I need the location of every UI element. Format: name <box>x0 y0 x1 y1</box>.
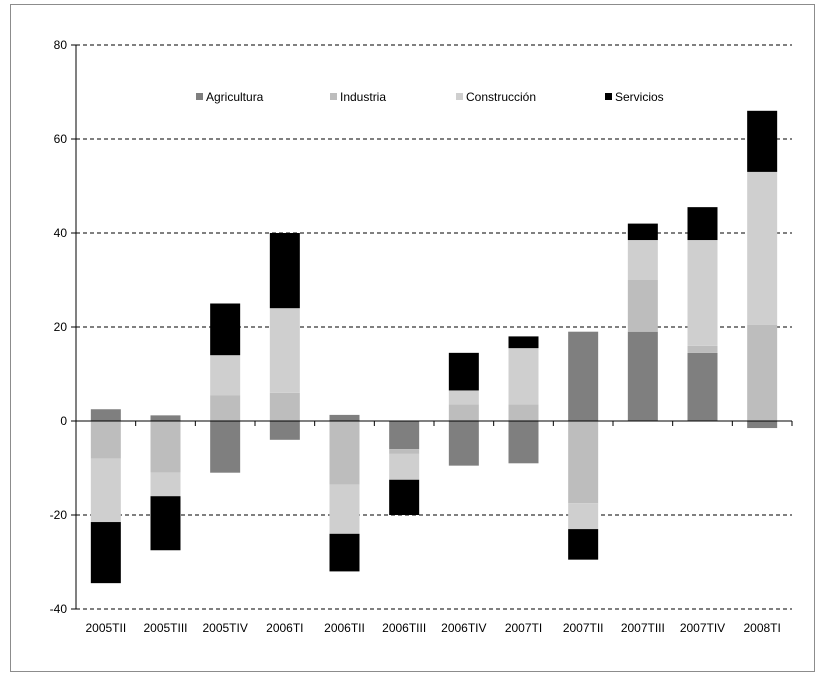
bar-industria-2005tii <box>90 421 121 459</box>
x-tick-label: 2006TIII <box>382 621 426 635</box>
legend-swatch <box>605 93 612 100</box>
bar-agricultura-2005tiv <box>210 421 241 473</box>
bar-construccion-2006tiii <box>389 453 420 480</box>
bar-agricultura-2007tii <box>568 331 599 421</box>
x-tick-label: 2007TII <box>563 621 604 635</box>
bar-industria-2007tiii <box>627 280 658 332</box>
bar-industria-2006ti <box>269 392 300 421</box>
y-tick-label: 0 <box>60 414 67 428</box>
bar-industria-2005tiv <box>210 395 241 421</box>
bar-industria-2007tii <box>568 421 599 504</box>
legend-swatch <box>456 93 463 100</box>
bar-servicios-2006tiv <box>448 352 479 391</box>
x-tick-label: 2005TIV <box>202 621 247 635</box>
x-tick-label: 2007TIV <box>680 621 725 635</box>
bar-agricultura-2007tiv <box>687 352 718 421</box>
bar-servicios-2008ti <box>747 110 778 172</box>
x-tick-label: 2006TII <box>324 621 365 635</box>
chart-frame <box>10 4 815 672</box>
x-axis-ticks: 2005TII 2005TIII 2005TIV 2006TI 2006TII 2006T… <box>85 621 780 635</box>
bar-agricultura-2005tii <box>90 409 121 421</box>
legend-label: Agricultura <box>206 90 264 104</box>
gridlines <box>76 44 792 610</box>
bar-servicios-2007tii <box>568 529 599 560</box>
legend: Agricultura Industria Construcción Servicio… <box>196 90 664 104</box>
bar-servicios-2005tiii <box>150 496 181 551</box>
x-tick-label: 2007TIII <box>621 621 665 635</box>
bar-construccion-2007tiv <box>687 240 718 346</box>
bar-industria-2006tiv <box>448 404 479 421</box>
x-tick-label: 2007TI <box>505 621 542 635</box>
y-tick-label: 20 <box>54 320 68 334</box>
legend-label: Construcción <box>466 90 536 104</box>
y-axis-ticks: -40 -20 0 20 40 60 80 <box>50 38 76 616</box>
bar-servicios-2005tii <box>90 522 121 584</box>
x-tick-label: 2006TIV <box>441 621 486 635</box>
bar-agricultura-2006ti <box>269 421 300 440</box>
bar-construccion-2006tiv <box>448 390 479 405</box>
bars <box>90 110 778 584</box>
x-tick-label: 2006TI <box>266 621 303 635</box>
bar-agricultura-2006tii <box>329 414 360 421</box>
bar-servicios-2007tiii <box>627 223 658 241</box>
bar-servicios-2005tiv <box>210 303 241 356</box>
bar-industria-2006tii <box>329 421 360 485</box>
bar-industria-2006tiii <box>389 449 420 454</box>
y-tick-label: -20 <box>50 508 68 522</box>
bar-construccion-2005tiv <box>210 355 241 396</box>
bar-industria-2005tiii <box>150 421 181 473</box>
bar-servicios-2006ti <box>269 233 300 309</box>
bar-servicios-2006tiii <box>389 479 420 515</box>
bar-agricultura-2007tiii <box>627 331 658 421</box>
bar-construccion-2007tiii <box>627 240 658 280</box>
bar-servicios-2007tiv <box>687 207 718 241</box>
bar-construccion-2007ti <box>508 348 539 405</box>
bar-construccion-2006tii <box>329 484 360 534</box>
x-tick-label: 2005TII <box>85 621 126 635</box>
legend-swatch <box>330 93 337 100</box>
y-tick-label: 80 <box>54 38 68 52</box>
x-tick-label: 2008TI <box>743 621 780 635</box>
bar-servicios-2007ti <box>508 336 539 349</box>
bar-construccion-2006ti <box>269 308 300 393</box>
bar-agricultura-2008ti <box>747 421 778 429</box>
y-tick-label: -40 <box>50 602 68 616</box>
y-tick-label: 60 <box>54 132 68 146</box>
bar-servicios-2006tii <box>329 533 360 572</box>
y-tick-label: 40 <box>54 226 68 240</box>
legend-label: Servicios <box>615 90 664 104</box>
bar-construccion-2008ti <box>747 171 778 325</box>
bar-agricultura-2005tiii <box>150 415 181 421</box>
legend-swatch <box>196 93 203 100</box>
bar-industria-2008ti <box>747 324 778 421</box>
bar-construccion-2007tii <box>568 503 599 530</box>
x-tick-label: 2005TIII <box>143 621 187 635</box>
legend-label: Industria <box>340 90 386 104</box>
bar-agricultura-2007ti <box>508 421 539 464</box>
bar-construccion-2005tiii <box>150 472 181 497</box>
bar-industria-2007tiv <box>687 345 718 353</box>
bar-agricultura-2006tiv <box>448 421 479 466</box>
bar-construccion-2005tii <box>90 458 121 523</box>
bar-agricultura-2006tiii <box>389 421 420 450</box>
bar-industria-2007ti <box>508 404 539 421</box>
